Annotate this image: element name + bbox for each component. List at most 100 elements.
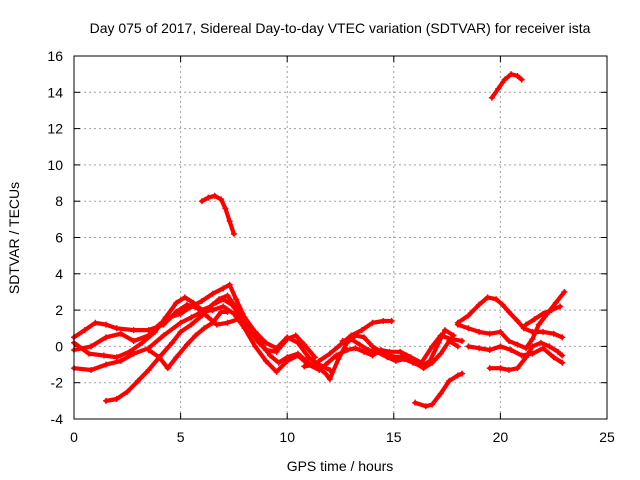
data-point [505, 366, 512, 373]
data-point [531, 316, 538, 323]
data-point [88, 366, 95, 373]
data-point [550, 354, 557, 361]
data-point [505, 337, 512, 344]
data-point [301, 363, 308, 370]
data-point [561, 288, 568, 295]
data-point [156, 354, 163, 361]
y-tick-label: -4 [51, 411, 64, 427]
y-tick-label: 12 [47, 121, 63, 137]
data-point [192, 332, 199, 339]
data-point [164, 365, 171, 372]
data-point [224, 308, 231, 315]
data-point [552, 299, 559, 306]
data-point [450, 332, 457, 339]
data-point [284, 357, 291, 364]
data-point [181, 294, 188, 301]
data-point [459, 370, 466, 377]
data-point [322, 370, 329, 377]
data-point [100, 352, 107, 359]
data-point [356, 341, 363, 348]
data-point [113, 325, 120, 332]
data-point [198, 307, 205, 314]
data-point [397, 348, 404, 355]
data-point [418, 363, 425, 370]
data-point [239, 310, 246, 317]
data-point [205, 194, 212, 201]
data-point [113, 396, 120, 403]
data-point [437, 390, 444, 397]
data-point [162, 314, 169, 321]
plot-frame [73, 55, 608, 420]
data-point [369, 319, 376, 326]
data-point [284, 336, 291, 343]
data-point [198, 198, 205, 205]
data-point [435, 339, 442, 346]
data-point [294, 352, 301, 359]
data-point [499, 301, 506, 308]
data-point [360, 334, 367, 341]
data-point [177, 328, 184, 335]
data-point [160, 332, 167, 339]
data-point [220, 285, 227, 292]
data-point [333, 352, 340, 359]
data-point [326, 376, 333, 383]
data-point [369, 352, 376, 359]
data-series [71, 71, 568, 410]
data-point [476, 345, 483, 352]
data-point [326, 350, 333, 357]
data-point [514, 72, 521, 79]
data-point [230, 310, 237, 317]
data-point [262, 357, 269, 364]
data-point [92, 319, 99, 326]
data-point [559, 334, 566, 341]
data-point [529, 343, 536, 350]
data-point [412, 399, 419, 406]
data-point [213, 321, 220, 328]
data-point [85, 350, 92, 357]
data-point [198, 312, 205, 319]
series-track-q [487, 340, 565, 373]
data-point [343, 347, 350, 354]
data-point [262, 339, 269, 346]
data-point [218, 308, 225, 315]
data-point [124, 388, 131, 395]
y-tick-label: 4 [55, 266, 63, 282]
data-point [209, 290, 216, 297]
data-point [173, 354, 180, 361]
data-point [117, 330, 124, 337]
y-tick-label: 0 [55, 338, 63, 354]
data-point [488, 94, 495, 101]
data-point [335, 356, 342, 363]
data-point [358, 327, 365, 334]
y-axis-label: SDTVAR / TECUs [6, 182, 22, 294]
data-point [177, 310, 184, 317]
x-tick-label: 15 [386, 429, 402, 445]
data-point [188, 321, 195, 328]
data-point [252, 343, 259, 350]
data-point [465, 343, 472, 350]
data-point [497, 343, 504, 350]
data-point [139, 339, 146, 346]
y-tick-label: -2 [51, 375, 64, 391]
data-point [230, 230, 237, 237]
data-point [540, 345, 547, 352]
data-point [522, 354, 529, 361]
data-point [209, 307, 216, 314]
data-point [454, 321, 461, 328]
data-point [522, 345, 529, 352]
data-point [81, 327, 88, 334]
y-tick-label: 6 [55, 230, 63, 246]
data-point [518, 352, 525, 359]
data-point [311, 361, 318, 368]
data-point [388, 317, 395, 324]
data-point [102, 334, 109, 341]
data-point [275, 359, 282, 366]
data-point [218, 196, 225, 203]
data-point [522, 321, 529, 328]
data-point [311, 354, 318, 361]
data-point [348, 336, 355, 343]
data-point [557, 303, 564, 310]
data-point [145, 327, 152, 334]
data-point [254, 337, 261, 344]
